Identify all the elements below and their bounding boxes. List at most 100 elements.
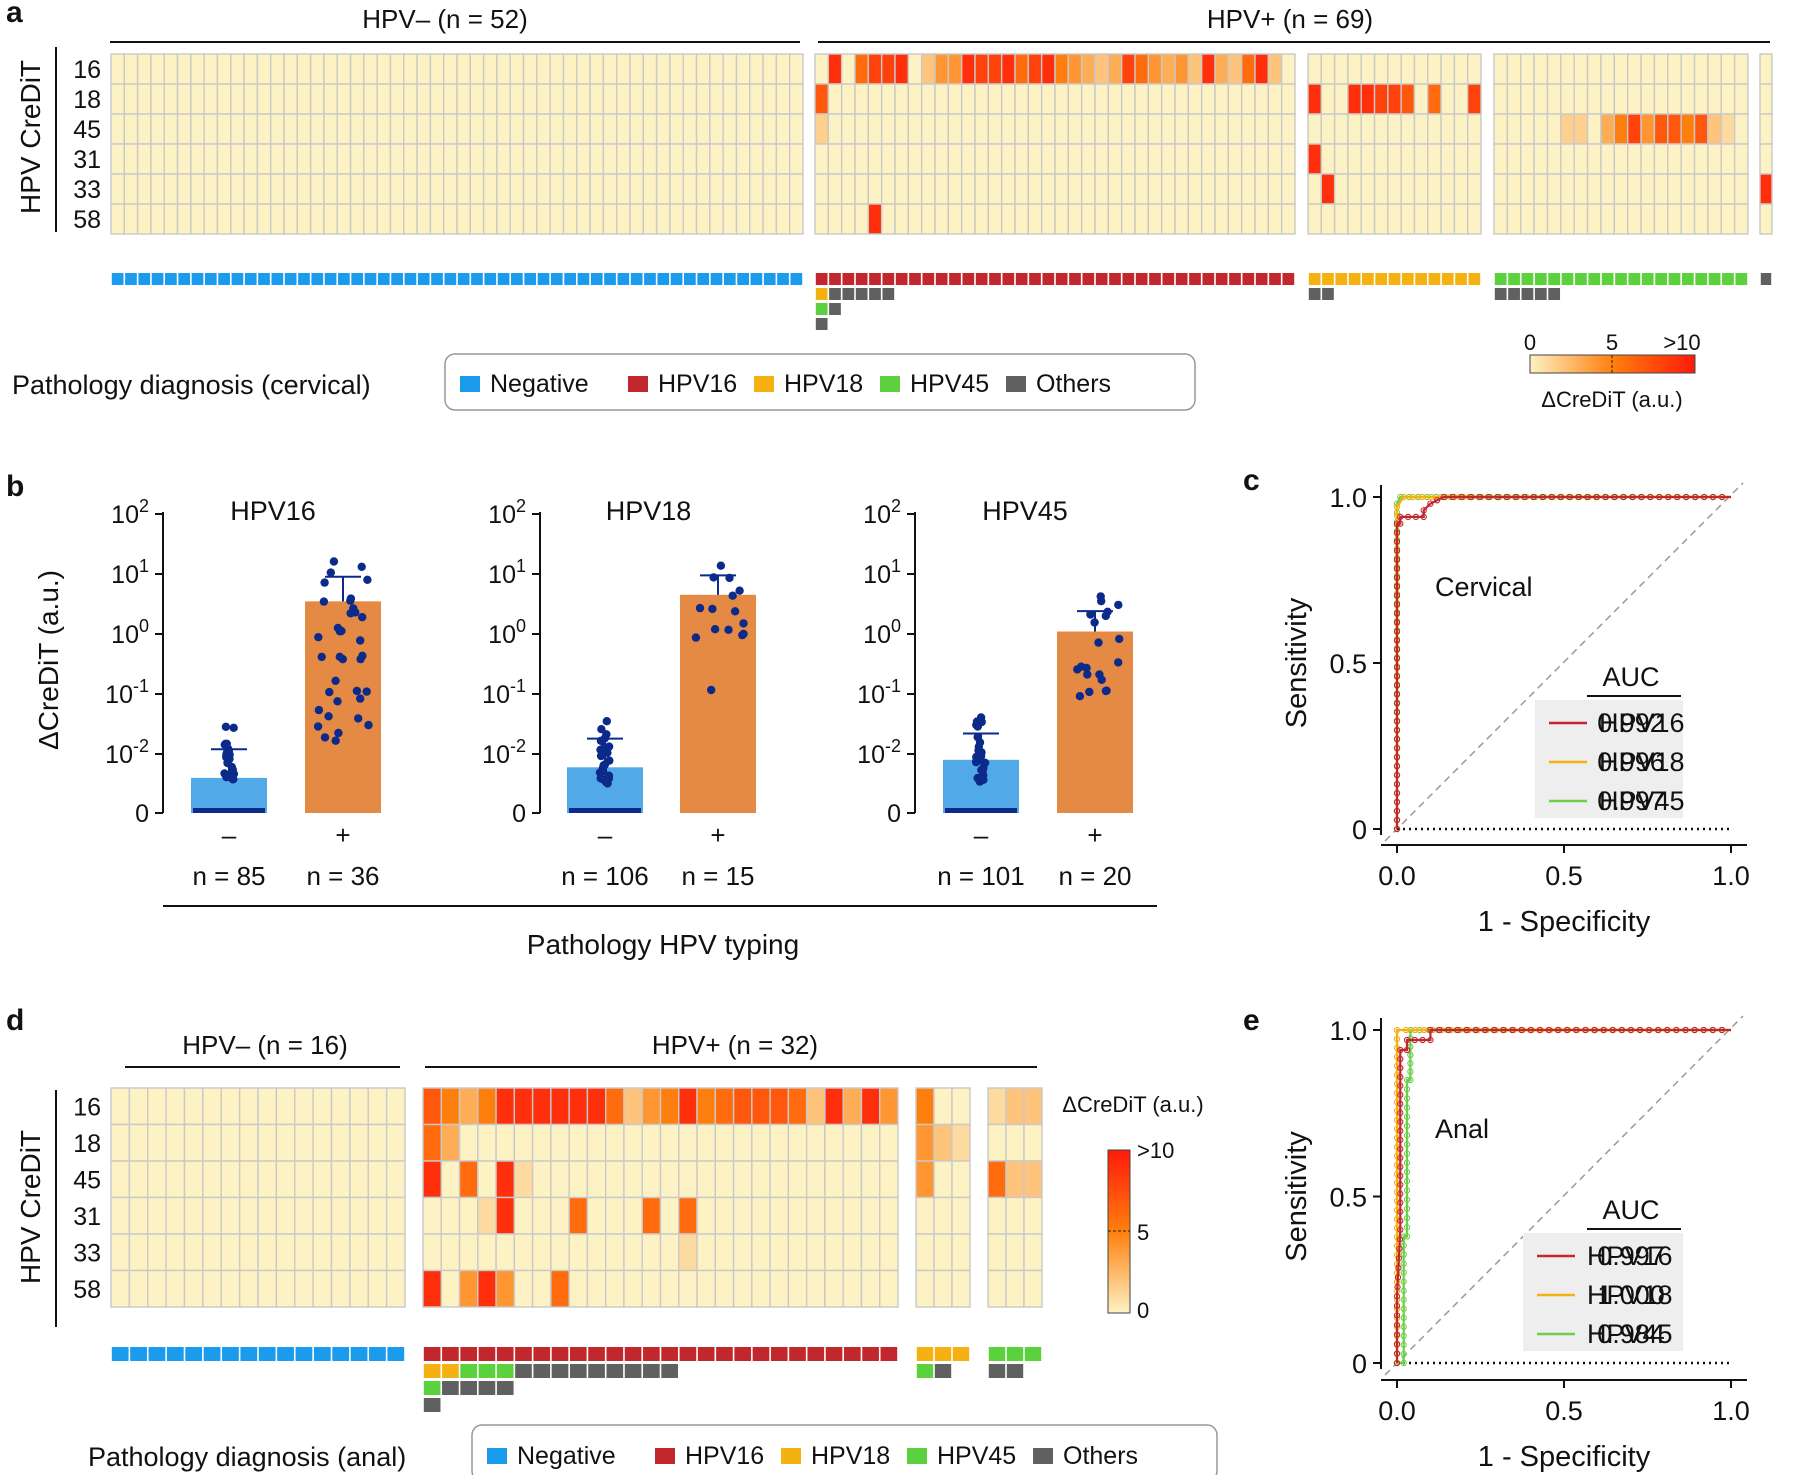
heatmap-cell <box>1413 173 1429 205</box>
heatmap-cell <box>1107 83 1123 115</box>
diagnosis-square <box>1575 273 1587 285</box>
heatmap-cell <box>216 53 232 85</box>
heatmap-cell <box>190 173 205 205</box>
roc-point <box>1400 1350 1407 1358</box>
heatmap-cell <box>1520 203 1535 235</box>
data-point <box>1075 692 1085 701</box>
heatmap-cell <box>309 53 325 85</box>
heatmap-cell <box>123 113 139 145</box>
heatmap-cell <box>1546 143 1562 175</box>
roc-point <box>1397 1118 1404 1126</box>
heatmap-cell <box>1440 113 1456 145</box>
heatmap-cell <box>363 173 378 205</box>
heatmap-cell <box>987 1233 1007 1272</box>
heatmap-cell <box>422 1233 442 1272</box>
data-point <box>1095 670 1104 679</box>
heatmap-cell <box>1759 143 1773 175</box>
heatmap-cell <box>1733 203 1749 235</box>
heatmap-cell <box>824 1087 844 1126</box>
heatmap-cell <box>641 1160 662 1199</box>
heatmap-cell <box>1000 173 1016 205</box>
diagnosis-square <box>417 273 430 285</box>
heatmap-cell <box>824 1160 844 1199</box>
heatmap-cell <box>1720 173 1736 205</box>
diagnosis-square <box>203 1347 221 1361</box>
y-axis-label: Sensitivity <box>1281 1131 1313 1262</box>
heatmap-cell <box>367 1233 388 1272</box>
diagnosis-square <box>478 1347 496 1361</box>
heatmap-cell <box>203 203 219 235</box>
roc-point <box>1527 1026 1534 1034</box>
heatmap-cell <box>269 173 285 205</box>
heatmap-cell <box>907 203 923 235</box>
heatmap-cell <box>477 1196 497 1235</box>
heatmap-cell <box>854 113 870 145</box>
heatmap-cell <box>1054 203 1070 235</box>
heatmap-cell <box>349 1269 369 1308</box>
heatmap-cell <box>269 203 285 235</box>
y-tick-label: 10-2 <box>857 736 901 769</box>
heatmap-cell <box>722 143 738 175</box>
heatmap-cell <box>696 1160 717 1199</box>
heatmap-cell <box>669 113 684 145</box>
heatmap-cell <box>1227 53 1243 85</box>
roc-point <box>1393 807 1401 815</box>
data-point <box>329 557 339 566</box>
heatmap-cell <box>296 53 312 85</box>
heatmap-cell <box>110 173 126 205</box>
diagnosis-square <box>825 1347 843 1361</box>
diagnosis-square <box>617 273 630 285</box>
heatmap-cell <box>349 203 365 235</box>
heatmap-cell <box>323 173 338 205</box>
roc-point <box>1629 493 1636 501</box>
heatmap-cell <box>363 83 378 115</box>
heatmap-cell <box>1707 203 1722 235</box>
heatmap-cell <box>934 53 950 85</box>
heatmap-cell <box>568 1233 589 1272</box>
heatmap-cell <box>1214 53 1230 85</box>
roc-point <box>1627 1026 1634 1034</box>
xlabel-b: Pathology HPV typing <box>527 929 799 960</box>
heatmap-cell <box>190 113 205 145</box>
heatmap-cell <box>330 1123 351 1162</box>
roc-point <box>1393 816 1401 824</box>
auc-legend-box <box>1535 700 1683 818</box>
diagnosis-square <box>497 273 510 285</box>
heatmap-cell <box>367 1160 388 1199</box>
x-tick-label: 0.0 <box>1378 861 1416 891</box>
heatmap-cell <box>920 53 936 85</box>
heatmap-cell <box>216 83 232 115</box>
roc-point <box>1427 1026 1434 1034</box>
heatmap-cell <box>330 1087 351 1126</box>
heatmap-cell <box>469 113 485 145</box>
heatmap-cell <box>283 113 299 145</box>
data-point <box>979 771 988 780</box>
heatmap-cell <box>682 173 698 205</box>
heatmap-cell <box>1120 203 1136 235</box>
roc-point <box>1718 1026 1726 1034</box>
heatmap-cell <box>1506 83 1522 115</box>
heatmap-cell <box>840 203 856 235</box>
heatmap-cell <box>735 203 751 235</box>
heatmap-cell <box>695 53 711 85</box>
heatmap-cell <box>615 173 631 205</box>
roc-point <box>1645 1026 1653 1034</box>
heatmap-cell <box>1613 83 1629 115</box>
heatmap-cell <box>1200 113 1216 145</box>
roc-point <box>1397 1181 1404 1188</box>
y-tick-label: 101 <box>488 556 526 589</box>
heatmap-cell <box>536 143 551 175</box>
roc-point <box>1407 1051 1414 1059</box>
roc-point <box>1403 1159 1411 1166</box>
heatmap-cell <box>458 1196 479 1235</box>
heatmap-cell <box>933 1123 953 1162</box>
heatmap-cell <box>1160 113 1176 145</box>
y-tick-label: 100 <box>863 616 901 649</box>
heatmap-cell <box>1626 203 1642 235</box>
heatmap-cell <box>1667 53 1682 85</box>
legend-box-a <box>444 353 1196 411</box>
roc-point <box>1419 1036 1426 1044</box>
heatmap-cell <box>238 1233 259 1272</box>
diagnosis-square <box>1122 273 1135 285</box>
diagnosis-square <box>1401 273 1414 285</box>
